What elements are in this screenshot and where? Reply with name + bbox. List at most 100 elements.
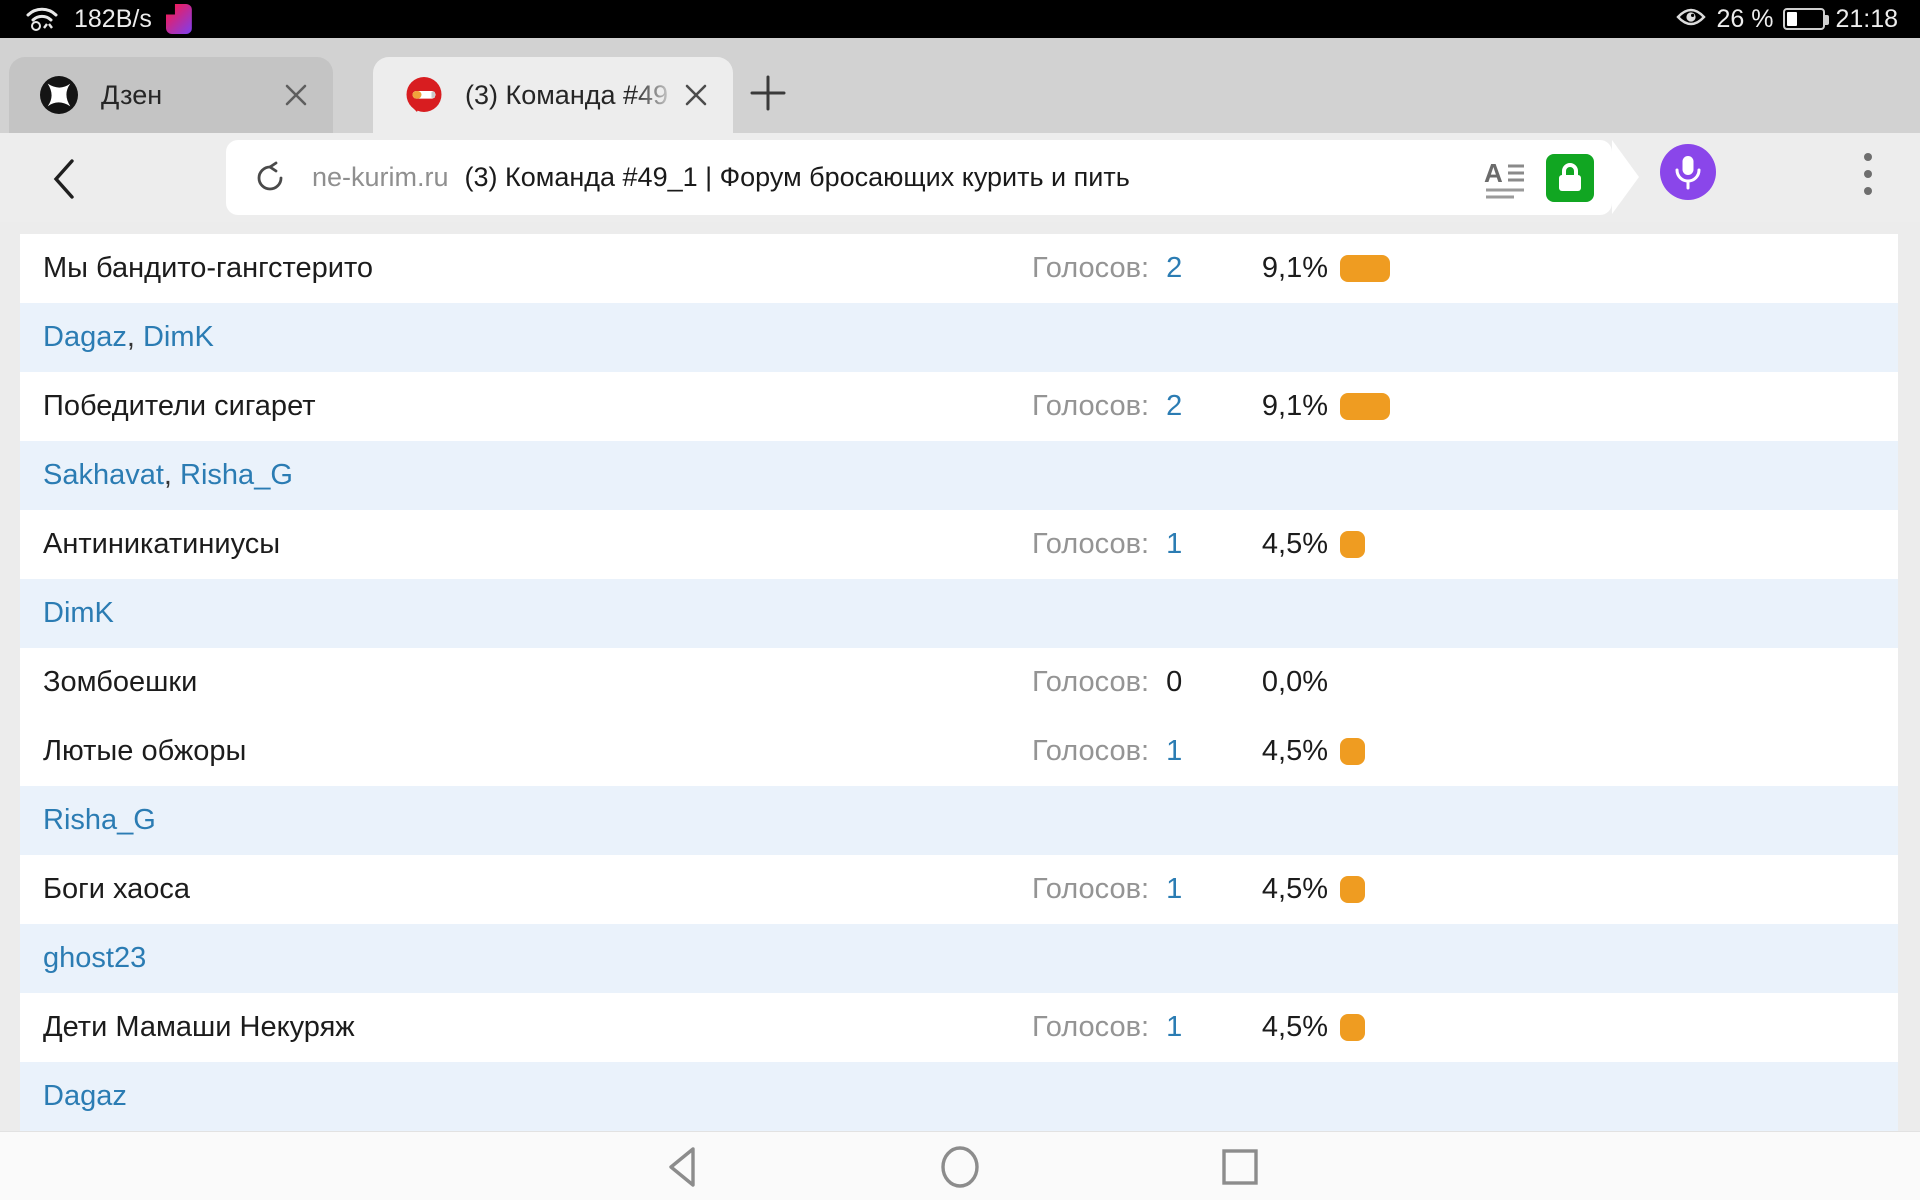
nav-home-button[interactable] <box>932 1144 988 1190</box>
new-tab-button[interactable] <box>742 67 794 119</box>
voter-link[interactable]: DimK <box>142 321 214 353</box>
team-name: Антиникатиниусы <box>43 528 281 560</box>
team-name: Дети Мамаши Некуряж <box>43 1011 355 1043</box>
team-name: Победители сигарет <box>43 390 316 422</box>
percent-value: 9,1% <box>1261 390 1328 422</box>
poll-voters-row: ghost23 <box>20 924 1898 993</box>
back-button[interactable] <box>36 151 92 207</box>
reload-icon[interactable] <box>252 160 288 196</box>
voter-links: DimK <box>43 579 114 648</box>
voter-link[interactable]: Risha_G <box>180 459 293 491</box>
votes-label: Голосов: <box>1032 390 1158 422</box>
poll-team-row: Зомбоешки Голосов: 0 0,0% <box>20 648 1898 717</box>
votes-label: Голосов: <box>1032 528 1158 560</box>
votes: Голосов: 1 <box>1032 993 1182 1062</box>
poll-team-row: Антиникатиниусы Голосов: 1 4,5% <box>20 510 1898 579</box>
battery-percent: 26 % <box>1716 4 1774 33</box>
tab-close-icon[interactable] <box>281 80 311 110</box>
voice-assistant-button[interactable] <box>1660 144 1716 200</box>
page-title: (3) Команда #49_1 | Форум бросающих кури… <box>464 162 1130 192</box>
menu-button[interactable] <box>1845 146 1891 202</box>
votes: Голосов: 2 <box>1032 372 1182 441</box>
voter-link[interactable]: Risha_G <box>43 804 156 836</box>
percent-value: 9,1% <box>1261 252 1328 284</box>
tab-title: Дзен <box>101 79 163 110</box>
poll-voters-row: Dagaz, DimK <box>20 303 1898 372</box>
eye-icon <box>1676 6 1707 33</box>
votes-count-link[interactable]: 2 <box>1166 390 1183 422</box>
secure-lock-icon[interactable] <box>1546 153 1594 202</box>
voter-link[interactable]: ghost23 <box>43 942 147 974</box>
page-content: Мы бандито-гангстерито Голосов: 2 9,1% D… <box>0 222 1920 1131</box>
battery-icon <box>1783 8 1830 30</box>
poll-team-row: Мы бандито-гангстерито Голосов: 2 9,1% <box>20 234 1898 303</box>
tab-strip: Дзен (3) Команда #49 <box>0 38 1920 133</box>
votes-count-link[interactable]: 1 <box>1166 1011 1183 1043</box>
poll-team-row: Дети Мамаши Некуряж Голосов: 1 4,5% <box>20 993 1898 1062</box>
poll-team-row: Победители сигарет Голосов: 2 9,1% <box>20 372 1898 441</box>
votes-label: Голосов: <box>1032 1011 1158 1043</box>
voter-link[interactable]: Dagaz <box>43 1080 127 1112</box>
address-bar[interactable]: ne-kurim.ru (3) Команда #49_1 | Форум бр… <box>226 140 1639 215</box>
votes: Голосов: 2 <box>1032 234 1182 303</box>
svg-text:A: A <box>1484 158 1503 188</box>
voter-links: Risha_G <box>43 786 156 855</box>
tab-zen[interactable]: Дзен <box>9 57 333 133</box>
voter-links: ghost23 <box>43 924 146 993</box>
android-nav-bar <box>0 1131 1920 1200</box>
votes: Голосов: 1 <box>1032 717 1182 786</box>
percent-bar <box>1340 393 1390 420</box>
votes-label: Голосов: <box>1032 666 1158 698</box>
poll-team-row: Боги хаоса Голосов: 1 4,5% <box>20 855 1898 924</box>
team-name: Лютые обжоры <box>43 735 247 767</box>
browser-toolbar: ne-kurim.ru (3) Команда #49_1 | Форум бр… <box>0 133 1920 222</box>
poll-voters-row: Sakhavat, Risha_G <box>20 441 1898 510</box>
team-name: Мы бандито-гангстерито <box>43 252 374 284</box>
status-bar: 182B/s 26 % 21:18 <box>0 0 1920 38</box>
votes-label: Голосов: <box>1032 735 1158 767</box>
percent-value: 4,5% <box>1261 873 1328 905</box>
votes: Голосов: 0 <box>1032 648 1182 717</box>
nav-recents-button[interactable] <box>1212 1144 1268 1190</box>
votes: Голосов: 1 <box>1032 855 1182 924</box>
percent-value: 4,5% <box>1261 528 1328 560</box>
nav-back-button[interactable] <box>654 1144 710 1190</box>
team-name: Зомбоешки <box>43 666 198 698</box>
percent-value: 0,0% <box>1261 666 1328 698</box>
percent-value: 4,5% <box>1261 1011 1328 1043</box>
tab-forum[interactable]: (3) Команда #49 <box>373 57 733 133</box>
tab-close-icon[interactable] <box>681 80 711 110</box>
votes: Голосов: 1 <box>1032 510 1182 579</box>
wifi-icon <box>24 2 60 37</box>
votes-count-link[interactable]: 2 <box>1166 252 1183 284</box>
voter-link[interactable]: DimK <box>43 597 114 629</box>
votes-count-link: 0 <box>1166 666 1183 698</box>
voter-link[interactable]: Sakhavat <box>43 459 164 491</box>
translate-icon[interactable]: A <box>1484 156 1526 200</box>
voter-separator: , <box>126 321 143 353</box>
voter-links: Sakhavat, Risha_G <box>43 441 293 510</box>
votes-count-link[interactable]: 1 <box>1166 873 1183 905</box>
votes-label: Голосов: <box>1032 873 1158 905</box>
percent-bar <box>1340 255 1390 282</box>
poll-voters-row: DimK <box>20 579 1898 648</box>
voter-separator: , <box>163 459 181 491</box>
poll-list: Мы бандито-гангстерито Голосов: 2 9,1% D… <box>20 234 1898 1131</box>
percent-bar <box>1340 1014 1365 1041</box>
zen-logo-icon <box>39 75 79 115</box>
url-domain: ne-kurim.ru <box>312 162 449 192</box>
poll-team-row: Лютые обжоры Голосов: 1 4,5% <box>20 717 1898 786</box>
percent-bar <box>1340 531 1365 558</box>
votes-count-link[interactable]: 1 <box>1166 528 1183 560</box>
forum-favicon-icon <box>403 75 443 115</box>
voter-links: Dagaz <box>43 1062 127 1131</box>
voter-link[interactable]: Dagaz <box>43 321 127 353</box>
votes-label: Голосов: <box>1032 252 1158 284</box>
poll-voters-row: Dagaz <box>20 1062 1898 1131</box>
team-name: Боги хаоса <box>43 873 191 905</box>
clock: 21:18 <box>1835 4 1898 33</box>
percent-bar <box>1340 738 1365 765</box>
tab-title: (3) Команда #49 <box>465 79 669 110</box>
poll-voters-row: Risha_G <box>20 786 1898 855</box>
votes-count-link[interactable]: 1 <box>1166 735 1183 767</box>
